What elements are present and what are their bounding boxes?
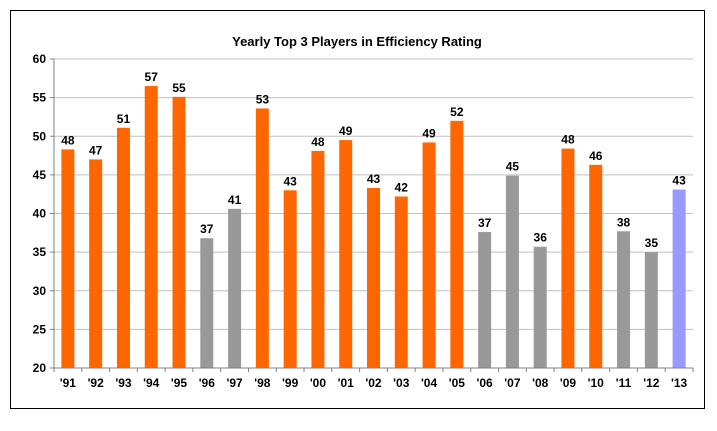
- bar-99: [283, 190, 297, 368]
- x-tick-label: '95: [171, 376, 188, 390]
- data-label: 55: [172, 81, 186, 95]
- bar-09: [561, 148, 575, 368]
- bar-05: [450, 120, 464, 368]
- bar-11: [617, 231, 631, 368]
- data-label: 51: [117, 112, 131, 126]
- data-label: 46: [589, 149, 603, 163]
- x-tick-label: '92: [88, 376, 105, 390]
- data-label: 35: [645, 236, 659, 250]
- y-axis-ticks: 20 25 30 35 40 45 50 55 60: [33, 52, 54, 375]
- bar-03: [394, 196, 408, 368]
- x-tick-label: '09: [560, 376, 577, 390]
- chart-frame: Yearly Top 3 Players in Efficiency Ratin…: [10, 10, 705, 409]
- bar-13: [672, 189, 686, 368]
- data-label: 48: [311, 135, 325, 149]
- bar-94: [144, 86, 158, 368]
- x-tick-label: '05: [449, 376, 466, 390]
- data-label: 37: [478, 216, 492, 230]
- bar-01: [339, 140, 353, 368]
- bar-95: [172, 96, 186, 368]
- x-tick-label: '00: [310, 376, 327, 390]
- data-label: 45: [506, 160, 520, 174]
- data-label: 43: [283, 174, 297, 188]
- x-tick-label: '01: [338, 376, 355, 390]
- x-tick-label: '91: [60, 376, 77, 390]
- bar-97: [228, 208, 242, 368]
- bar-04: [422, 142, 436, 368]
- data-label: 53: [256, 92, 270, 106]
- bar-02: [367, 188, 380, 368]
- data-label: 48: [561, 133, 575, 147]
- x-tick-label: '94: [143, 376, 160, 390]
- y-tick-label: 55: [33, 91, 47, 105]
- x-tick-label: '98: [254, 376, 271, 390]
- x-tick-label: '06: [477, 376, 494, 390]
- x-tick-label: '93: [115, 376, 132, 390]
- bar-92: [89, 159, 103, 368]
- bar-98: [255, 108, 269, 368]
- bar-10: [589, 164, 603, 368]
- bar-07: [505, 175, 519, 368]
- data-label: 52: [450, 105, 464, 119]
- y-tick-label: 50: [33, 129, 47, 143]
- y-tick-label: 60: [33, 52, 47, 66]
- data-label: 49: [339, 124, 353, 138]
- data-label: 38: [617, 215, 631, 229]
- y-tick-label: 25: [33, 322, 47, 336]
- x-tick-label: '03: [393, 376, 410, 390]
- data-label: 47: [89, 143, 103, 157]
- y-tick-label: 30: [33, 284, 47, 298]
- y-tick-label: 40: [33, 207, 47, 221]
- data-label: 41: [228, 193, 242, 207]
- data-label: 57: [145, 70, 159, 84]
- x-tick-label: '08: [532, 376, 549, 390]
- bar-chart: Yearly Top 3 Players in Efficiency Ratin…: [33, 34, 694, 390]
- x-tick-label: '97: [226, 376, 243, 390]
- bar-00: [311, 150, 325, 368]
- x-tick-label: '02: [365, 376, 382, 390]
- data-label: 42: [395, 181, 409, 195]
- y-tick-label: 45: [33, 168, 47, 182]
- x-axis-ticks: '91 '92 '93 '94 '95 '96 '97 '98 '99 '00 '01 '02 '03 '…: [53, 368, 694, 390]
- x-tick-label: '96: [199, 376, 216, 390]
- data-label: 43: [367, 172, 381, 186]
- axes: [53, 59, 693, 369]
- bar-96: [200, 238, 214, 368]
- x-tick-label: '04: [421, 376, 438, 390]
- data-label: 49: [422, 126, 436, 140]
- y-tick-label: 35: [33, 245, 47, 259]
- bar-06: [478, 232, 492, 368]
- bar-91: [61, 149, 75, 368]
- y-tick-label: 20: [33, 361, 47, 375]
- x-tick-label: '11: [616, 376, 632, 390]
- x-tick-label: '12: [643, 376, 660, 390]
- data-label: 43: [672, 174, 686, 188]
- data-label: 48: [61, 133, 75, 147]
- x-tick-label: '13: [671, 376, 688, 390]
- data-label: 36: [534, 231, 548, 245]
- x-tick-label: '99: [282, 376, 299, 390]
- x-tick-label: '07: [504, 376, 521, 390]
- bar-08: [533, 246, 547, 368]
- x-tick-label: '10: [588, 376, 605, 390]
- bars: [61, 86, 686, 368]
- bar-12: [644, 252, 658, 368]
- data-labels: 48 47 51 57 55 37 41 53 43 48 49 43 42 49 52 37 45 36 48 46…: [61, 70, 686, 250]
- chart-title: Yearly Top 3 Players in Efficiency Ratin…: [232, 34, 482, 49]
- bar-93: [116, 127, 130, 368]
- data-label: 37: [200, 222, 214, 236]
